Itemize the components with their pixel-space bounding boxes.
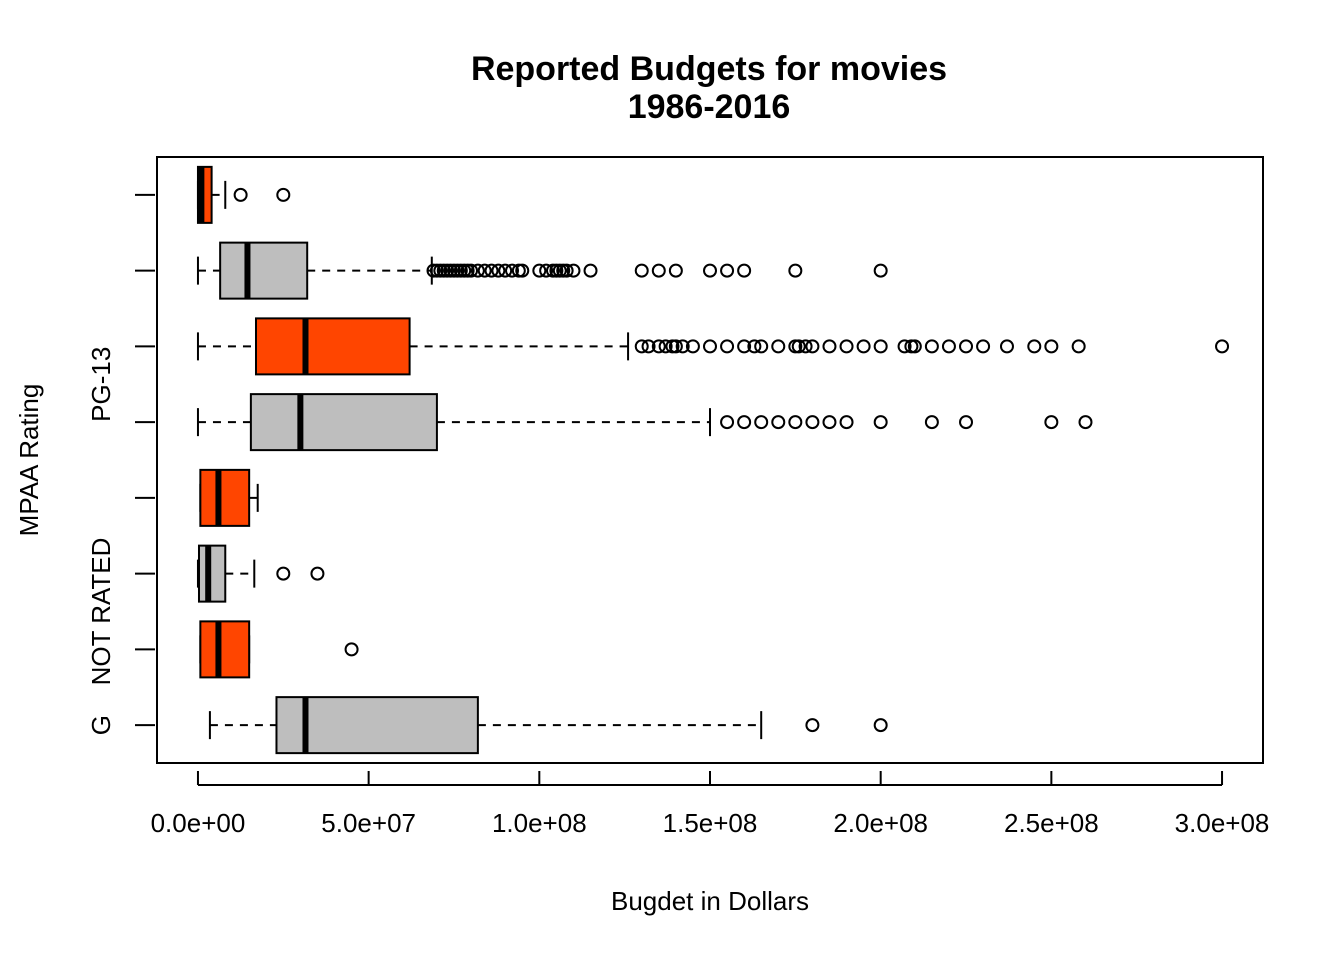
- box-iqr: [197, 544, 227, 603]
- outlier-point: [491, 263, 506, 278]
- box-iqr: [254, 317, 411, 376]
- outlier-point: [873, 263, 888, 278]
- x-tick-label: 2.0e+08: [833, 808, 928, 838]
- x-tick-label: 0.0e+00: [151, 808, 246, 838]
- outlier-point: [791, 339, 806, 354]
- outlier-point: [641, 339, 656, 354]
- outlier-point: [498, 263, 513, 278]
- outlier-point: [668, 339, 683, 354]
- box-iqr: [199, 620, 251, 679]
- outlier-point: [344, 642, 359, 657]
- outlier-point: [959, 339, 974, 354]
- y-tick-label: PG-13: [86, 347, 116, 422]
- x-axis-label: Bugdet in Dollars: [611, 886, 809, 916]
- y-tick-label: NOT RATED: [86, 538, 116, 686]
- box-iqr: [219, 241, 309, 300]
- outlier-point: [941, 339, 956, 354]
- outlier-point: [856, 339, 871, 354]
- outlier-point: [477, 263, 492, 278]
- outlier-point: [583, 263, 598, 278]
- box-iqr: [199, 468, 251, 527]
- outlier-point: [805, 718, 820, 733]
- outlier-point: [1215, 339, 1230, 354]
- outlier-point: [1044, 339, 1059, 354]
- outlier-point: [999, 339, 1014, 354]
- x-tick-label: 2.5e+08: [1004, 808, 1099, 838]
- outlier-point: [737, 263, 752, 278]
- y-axis-label: MPAA Rating: [14, 384, 44, 537]
- y-tick-label: G: [86, 715, 116, 735]
- outlier-point: [566, 263, 581, 278]
- outlier-point: [839, 415, 854, 430]
- outlier-point: [754, 339, 769, 354]
- outlier-point: [805, 415, 820, 430]
- outlier-point: [924, 339, 939, 354]
- outlier-point: [1044, 415, 1059, 430]
- outlier-point: [737, 339, 752, 354]
- outlier-point: [505, 263, 520, 278]
- outlier-point: [233, 187, 248, 202]
- outlier-point: [703, 339, 717, 354]
- outlier-point: [798, 339, 813, 354]
- outlier-point: [737, 415, 752, 430]
- box-iqr: [275, 696, 479, 755]
- outlier-point: [685, 339, 700, 354]
- outlier-point: [720, 339, 735, 354]
- outlier-point: [515, 263, 530, 278]
- outlier-point: [771, 339, 786, 354]
- outlier-point: [805, 339, 820, 354]
- plot-frame: [156, 156, 1264, 764]
- x-tick-label: 3.0e+08: [1175, 808, 1270, 838]
- outlier-point: [1078, 415, 1093, 430]
- outlier-point: [822, 339, 837, 354]
- x-tick-label: 5.0e+07: [321, 808, 416, 838]
- outlier-point: [470, 263, 485, 278]
- outlier-point: [310, 566, 325, 581]
- box-iqr: [249, 393, 438, 452]
- outlier-point: [658, 339, 673, 354]
- outlier-point: [873, 415, 888, 430]
- outlier-point: [897, 339, 912, 354]
- x-axis: 0.0e+00 5.0e+07 1.0e+08 1.5e+08 2.0e+08 2.5e+…: [151, 771, 1270, 838]
- outlier-point: [754, 415, 769, 430]
- outlier-point: [703, 263, 717, 278]
- outlier-point: [651, 339, 666, 354]
- outlier-point: [747, 339, 762, 354]
- outlier-point: [276, 566, 291, 581]
- x-tick-label: 1.5e+08: [663, 808, 758, 838]
- outlier-point: [464, 263, 479, 278]
- outlier-point: [788, 263, 803, 278]
- outlier-point: [822, 415, 837, 430]
- outlier-point: [839, 339, 854, 354]
- outlier-point: [559, 263, 574, 278]
- chart-title-line-1: Reported Budgets for movies: [471, 50, 947, 88]
- outlier-point: [720, 263, 735, 278]
- outlier-point: [1027, 339, 1042, 354]
- boxes-layer: [196, 165, 1230, 755]
- outlier-point: [873, 339, 888, 354]
- outlier-point: [788, 415, 803, 430]
- outlier-point: [634, 339, 649, 354]
- outlier-point: [532, 263, 547, 278]
- outlier-point: [1071, 339, 1086, 354]
- outlier-point: [634, 263, 649, 278]
- outlier-point: [873, 718, 888, 733]
- outlier-point: [484, 263, 499, 278]
- outlier-point: [651, 263, 666, 278]
- x-tick-label: 1.0e+08: [492, 808, 587, 838]
- outlier-point: [668, 263, 683, 278]
- outlier-point: [675, 339, 690, 354]
- outlier-point: [720, 415, 735, 430]
- outlier-point: [907, 339, 922, 354]
- outlier-point: [924, 415, 939, 430]
- chart-title-line-2: 1986-2016: [628, 88, 791, 126]
- outlier-point: [276, 187, 291, 202]
- outlier-point: [976, 339, 991, 354]
- outlier-point: [959, 415, 974, 430]
- y-axis: G NOT RATED PG-13: [86, 193, 155, 735]
- outlier-point: [539, 263, 554, 278]
- outlier-point: [771, 415, 786, 430]
